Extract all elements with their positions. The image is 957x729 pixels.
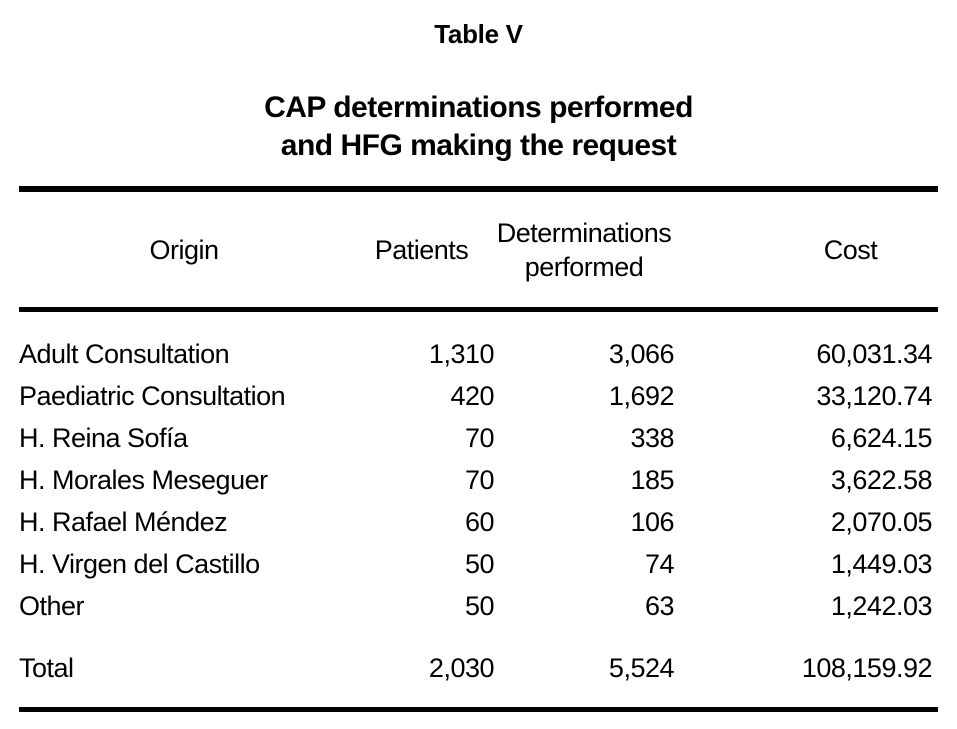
column-header-origin: Origin (19, 189, 349, 312)
patients-cell: 50 (464, 549, 495, 579)
cost-cell: 1,449.03 (830, 549, 933, 579)
patients-cell: 1,310 (428, 339, 495, 369)
table-caption: CAP determinations performed and HFG mak… (0, 89, 957, 165)
total-label-cell: Total (19, 653, 74, 683)
table-row: Other 50 63 1,242.03 (19, 585, 938, 627)
cost-cell: 33,120.74 (816, 381, 932, 411)
determinations-cell: 3,066 (608, 339, 675, 369)
patients-cell: 70 (464, 423, 495, 453)
origin-cell: H. Virgen del Castillo (19, 549, 260, 579)
cost-cell: 1,242.03 (830, 591, 933, 621)
determinations-cell: 74 (644, 549, 675, 579)
table-row: H. Morales Meseguer 70 185 3,622.58 (19, 459, 938, 501)
caption-line-1: CAP determinations performed (264, 91, 693, 124)
determinations-cell: 1,692 (608, 381, 675, 411)
table-row: H. Virgen del Castillo 50 74 1,449.03 (19, 543, 938, 585)
determinations-cell: 185 (630, 465, 674, 495)
column-header-determinations: Determinations performed (494, 189, 674, 312)
table-number: Table V (434, 19, 523, 49)
column-header-patients: Patients (349, 189, 494, 312)
cost-cell: 2,070.05 (830, 507, 933, 537)
total-cost-cell: 108,159.92 (801, 653, 933, 683)
total-patients-cell: 2,030 (428, 653, 495, 683)
column-header-cost: Cost (674, 189, 938, 312)
determinations-cell: 63 (644, 591, 675, 621)
patients-cell: 60 (464, 507, 495, 537)
determinations-cell: 106 (630, 507, 674, 537)
patients-cell: 50 (464, 591, 495, 621)
origin-cell: Other (19, 591, 85, 621)
cost-cell: 3,622.58 (830, 465, 933, 495)
determinations-cell: 338 (630, 423, 674, 453)
total-row: Total 2,030 5,524 108,159.92 (19, 627, 938, 710)
results-table: Origin Patients Determinations performed… (19, 186, 938, 712)
origin-cell: H. Rafael Méndez (19, 507, 228, 537)
table-row: Adult Consultation 1,310 3,066 60,031.34 (19, 310, 938, 376)
caption-line-2: and HFG making the request (280, 129, 677, 162)
patients-cell: 420 (450, 381, 494, 411)
header-row: Origin Patients Determinations performed… (19, 189, 938, 312)
origin-cell: Paediatric Consultation (19, 381, 286, 411)
table-row: Paediatric Consultation 420 1,692 33,120… (19, 375, 938, 417)
cost-cell: 6,624.15 (830, 423, 933, 453)
origin-cell: H. Morales Meseguer (19, 465, 268, 495)
table-row: H. Rafael Méndez 60 106 2,070.05 (19, 501, 938, 543)
cost-cell: 60,031.34 (816, 339, 932, 369)
origin-cell: Adult Consultation (19, 339, 230, 369)
origin-cell: H. Reina Sofía (19, 423, 188, 453)
patients-cell: 70 (464, 465, 495, 495)
total-determinations-cell: 5,524 (608, 653, 675, 683)
table-row: H. Reina Sofía 70 338 6,624.15 (19, 417, 938, 459)
